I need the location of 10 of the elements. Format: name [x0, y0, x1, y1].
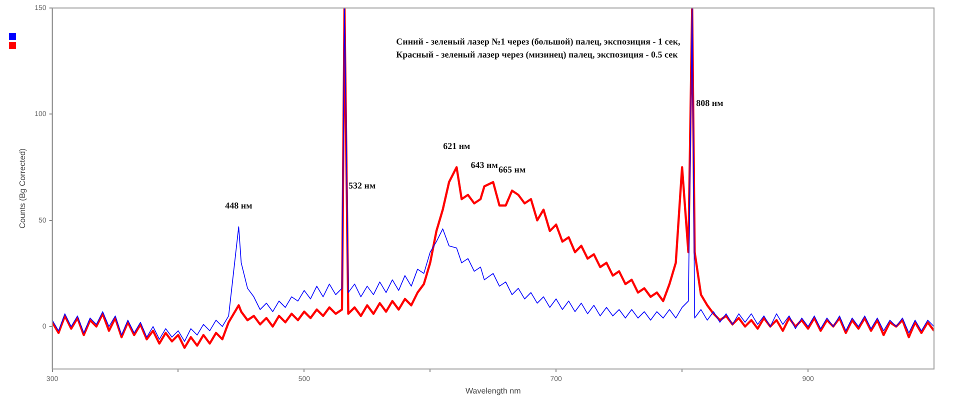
- annotation: 621 нм: [443, 141, 470, 152]
- y-axis-title: Counts (Bg Corrected): [18, 148, 28, 229]
- annotation: 808 нм: [696, 98, 724, 108]
- annotation: 448 нм: [225, 200, 252, 211]
- annotation: Синий - зеленый лазер №1 через (большой) палец, экспозиция - 1 сек,: [396, 36, 680, 46]
- annotation: 643 нм: [470, 160, 498, 170]
- annotation: Красный - зеленый лазер через (мизинец) палец, экспозиция - 0.5 сек: [396, 49, 679, 60]
- annotation: 532 нм: [348, 180, 376, 191]
- x-axis-title: Wavelength nm: [465, 386, 522, 396]
- annotation: 665 нм: [498, 164, 526, 174]
